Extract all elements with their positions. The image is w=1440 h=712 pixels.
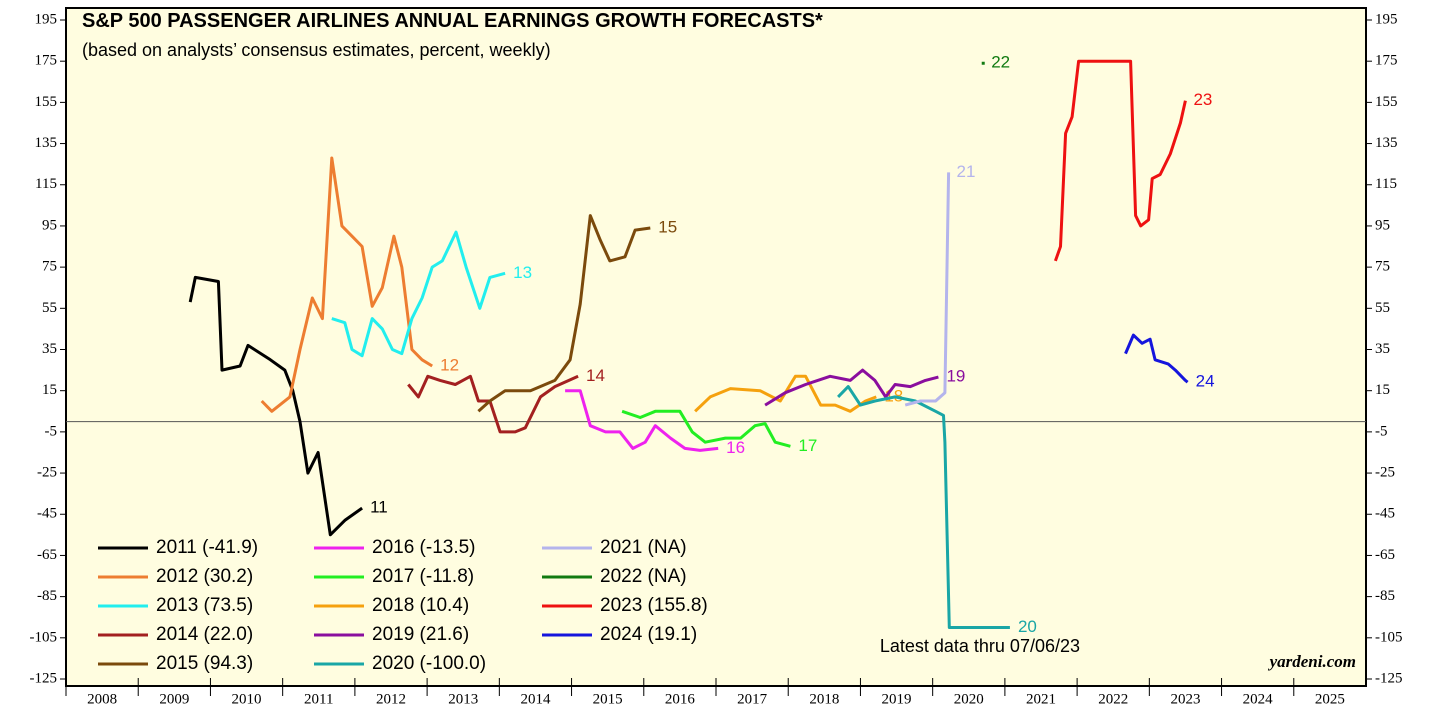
- source: yardeni.com: [1268, 652, 1356, 671]
- y-tick-label: 175: [1375, 53, 1398, 69]
- x-tick-label: 2018: [809, 691, 839, 707]
- series-line: [407, 374, 579, 434]
- series-end-label: 23: [1193, 90, 1212, 109]
- y-tick-label: -125: [30, 670, 58, 686]
- y-tick-label: 15: [42, 382, 57, 398]
- x-tick-label: 2017: [737, 691, 768, 707]
- y-tick-label: 95: [1375, 217, 1390, 233]
- series-end-label: 12: [440, 355, 459, 374]
- x-tick-label: 2021: [1026, 691, 1056, 707]
- y-tick-label: 35: [1375, 341, 1390, 357]
- legend-label: 2013 (73.5): [156, 595, 253, 616]
- x-tick-label: 2019: [882, 691, 912, 707]
- series-line: [565, 389, 719, 452]
- series-end-label: 20: [1018, 617, 1037, 636]
- x-tick-label: 2016: [665, 691, 696, 707]
- y-tick-label: 95: [42, 217, 57, 233]
- chart-subtitle: (based on analysts’ consensus estimates,…: [82, 40, 551, 60]
- series-line: [621, 409, 791, 448]
- y-tick-label: -105: [30, 629, 58, 645]
- legend-label: 2011 (-41.9): [156, 537, 258, 558]
- y-tick-label: 55: [1375, 300, 1390, 316]
- x-tick-label: 2010: [232, 691, 262, 707]
- series-end-label: 19: [946, 367, 965, 386]
- annotation: Latest data thru 07/06/23: [880, 636, 1080, 656]
- chart-title: S&P 500 PASSENGER AIRLINES ANNUAL EARNIN…: [82, 10, 823, 32]
- series-line: [260, 156, 433, 413]
- series-end-label: 11: [370, 498, 388, 517]
- plot-frame: [65, 7, 1367, 687]
- y-tick-label: -25: [37, 465, 57, 481]
- data-point: [981, 61, 985, 65]
- y-tick-label: -85: [1375, 588, 1395, 604]
- series-line: [477, 214, 651, 413]
- legend-label: 2018 (10.4): [372, 595, 469, 616]
- series-end-label: 15: [658, 217, 677, 236]
- y-tick-label: 75: [42, 259, 57, 275]
- y-tick-label: -25: [1375, 465, 1395, 481]
- legend-label: 2021 (NA): [600, 537, 687, 558]
- x-tick-label: 2011: [304, 691, 333, 707]
- legend-label: 2019 (21.6): [372, 624, 469, 645]
- y-tick-label: -105: [1375, 629, 1403, 645]
- x-tick-label: 2014: [520, 691, 551, 707]
- legend-label: 2015 (94.3): [156, 653, 253, 674]
- y-tick-label: -5: [1375, 423, 1388, 439]
- legend-label: 2024 (19.1): [600, 624, 697, 645]
- y-tick-label: 115: [1375, 176, 1397, 192]
- series-line: [764, 368, 939, 407]
- y-tick-label: -125: [1375, 670, 1403, 686]
- legend-label: 2020 (-100.0): [372, 653, 486, 674]
- y-tick-label: 55: [42, 300, 57, 316]
- legend-label: 2016 (-13.5): [372, 537, 476, 558]
- x-tick-label: 2024: [1243, 691, 1274, 707]
- x-tick-label: 2009: [159, 691, 189, 707]
- x-tick-label: 2013: [448, 691, 478, 707]
- y-tick-label: 195: [35, 11, 58, 27]
- y-tick-label: 155: [35, 94, 58, 110]
- y-tick-label: 75: [1375, 259, 1390, 275]
- y-tick-label: 115: [35, 176, 57, 192]
- series-line: [1124, 333, 1189, 384]
- y-tick-label: -65: [1375, 547, 1395, 563]
- x-tick-label: 2015: [593, 691, 623, 707]
- y-tick-label: -45: [1375, 506, 1395, 522]
- series-end-label: 24: [1196, 372, 1215, 391]
- x-tick-label: 2020: [954, 691, 984, 707]
- series-line: [904, 172, 951, 407]
- series-end-label: 21: [957, 162, 976, 181]
- x-tick-label: 2008: [87, 691, 117, 707]
- series-end-label: 16: [726, 438, 745, 457]
- series-end-label: 13: [513, 263, 532, 282]
- y-tick-label: 195: [1375, 11, 1398, 27]
- legend-label: 2012 (30.2): [156, 566, 253, 587]
- series-end-label: 17: [798, 436, 817, 455]
- series-end-label: 14: [586, 366, 605, 385]
- legend-label: 2023 (155.8): [600, 595, 708, 616]
- y-tick-label: -5: [45, 423, 58, 439]
- y-tick-label: -65: [37, 547, 57, 563]
- y-tick-label: 15: [1375, 382, 1390, 398]
- y-tick-label: 35: [42, 341, 57, 357]
- series-line: [694, 374, 877, 413]
- y-tick-label: -85: [37, 588, 57, 604]
- x-tick-label: 2025: [1315, 691, 1345, 707]
- y-tick-label: 155: [1375, 94, 1398, 110]
- series-line: [188, 275, 363, 537]
- series-line: [1053, 59, 1187, 262]
- series-end-label: 22: [991, 53, 1010, 72]
- x-tick-label: 2022: [1098, 691, 1128, 707]
- legend-label: 2014 (22.0): [156, 624, 253, 645]
- y-tick-label: -45: [37, 506, 57, 522]
- y-tick-label: 175: [35, 53, 58, 69]
- legend-label: 2017 (-11.8): [372, 566, 474, 587]
- y-tick-label: 135: [35, 135, 58, 151]
- series-line: [331, 230, 506, 358]
- x-tick-label: 2012: [376, 691, 406, 707]
- y-tick-label: 135: [1375, 135, 1398, 151]
- legend-label: 2022 (NA): [600, 566, 687, 587]
- x-tick-label: 2023: [1170, 691, 1200, 707]
